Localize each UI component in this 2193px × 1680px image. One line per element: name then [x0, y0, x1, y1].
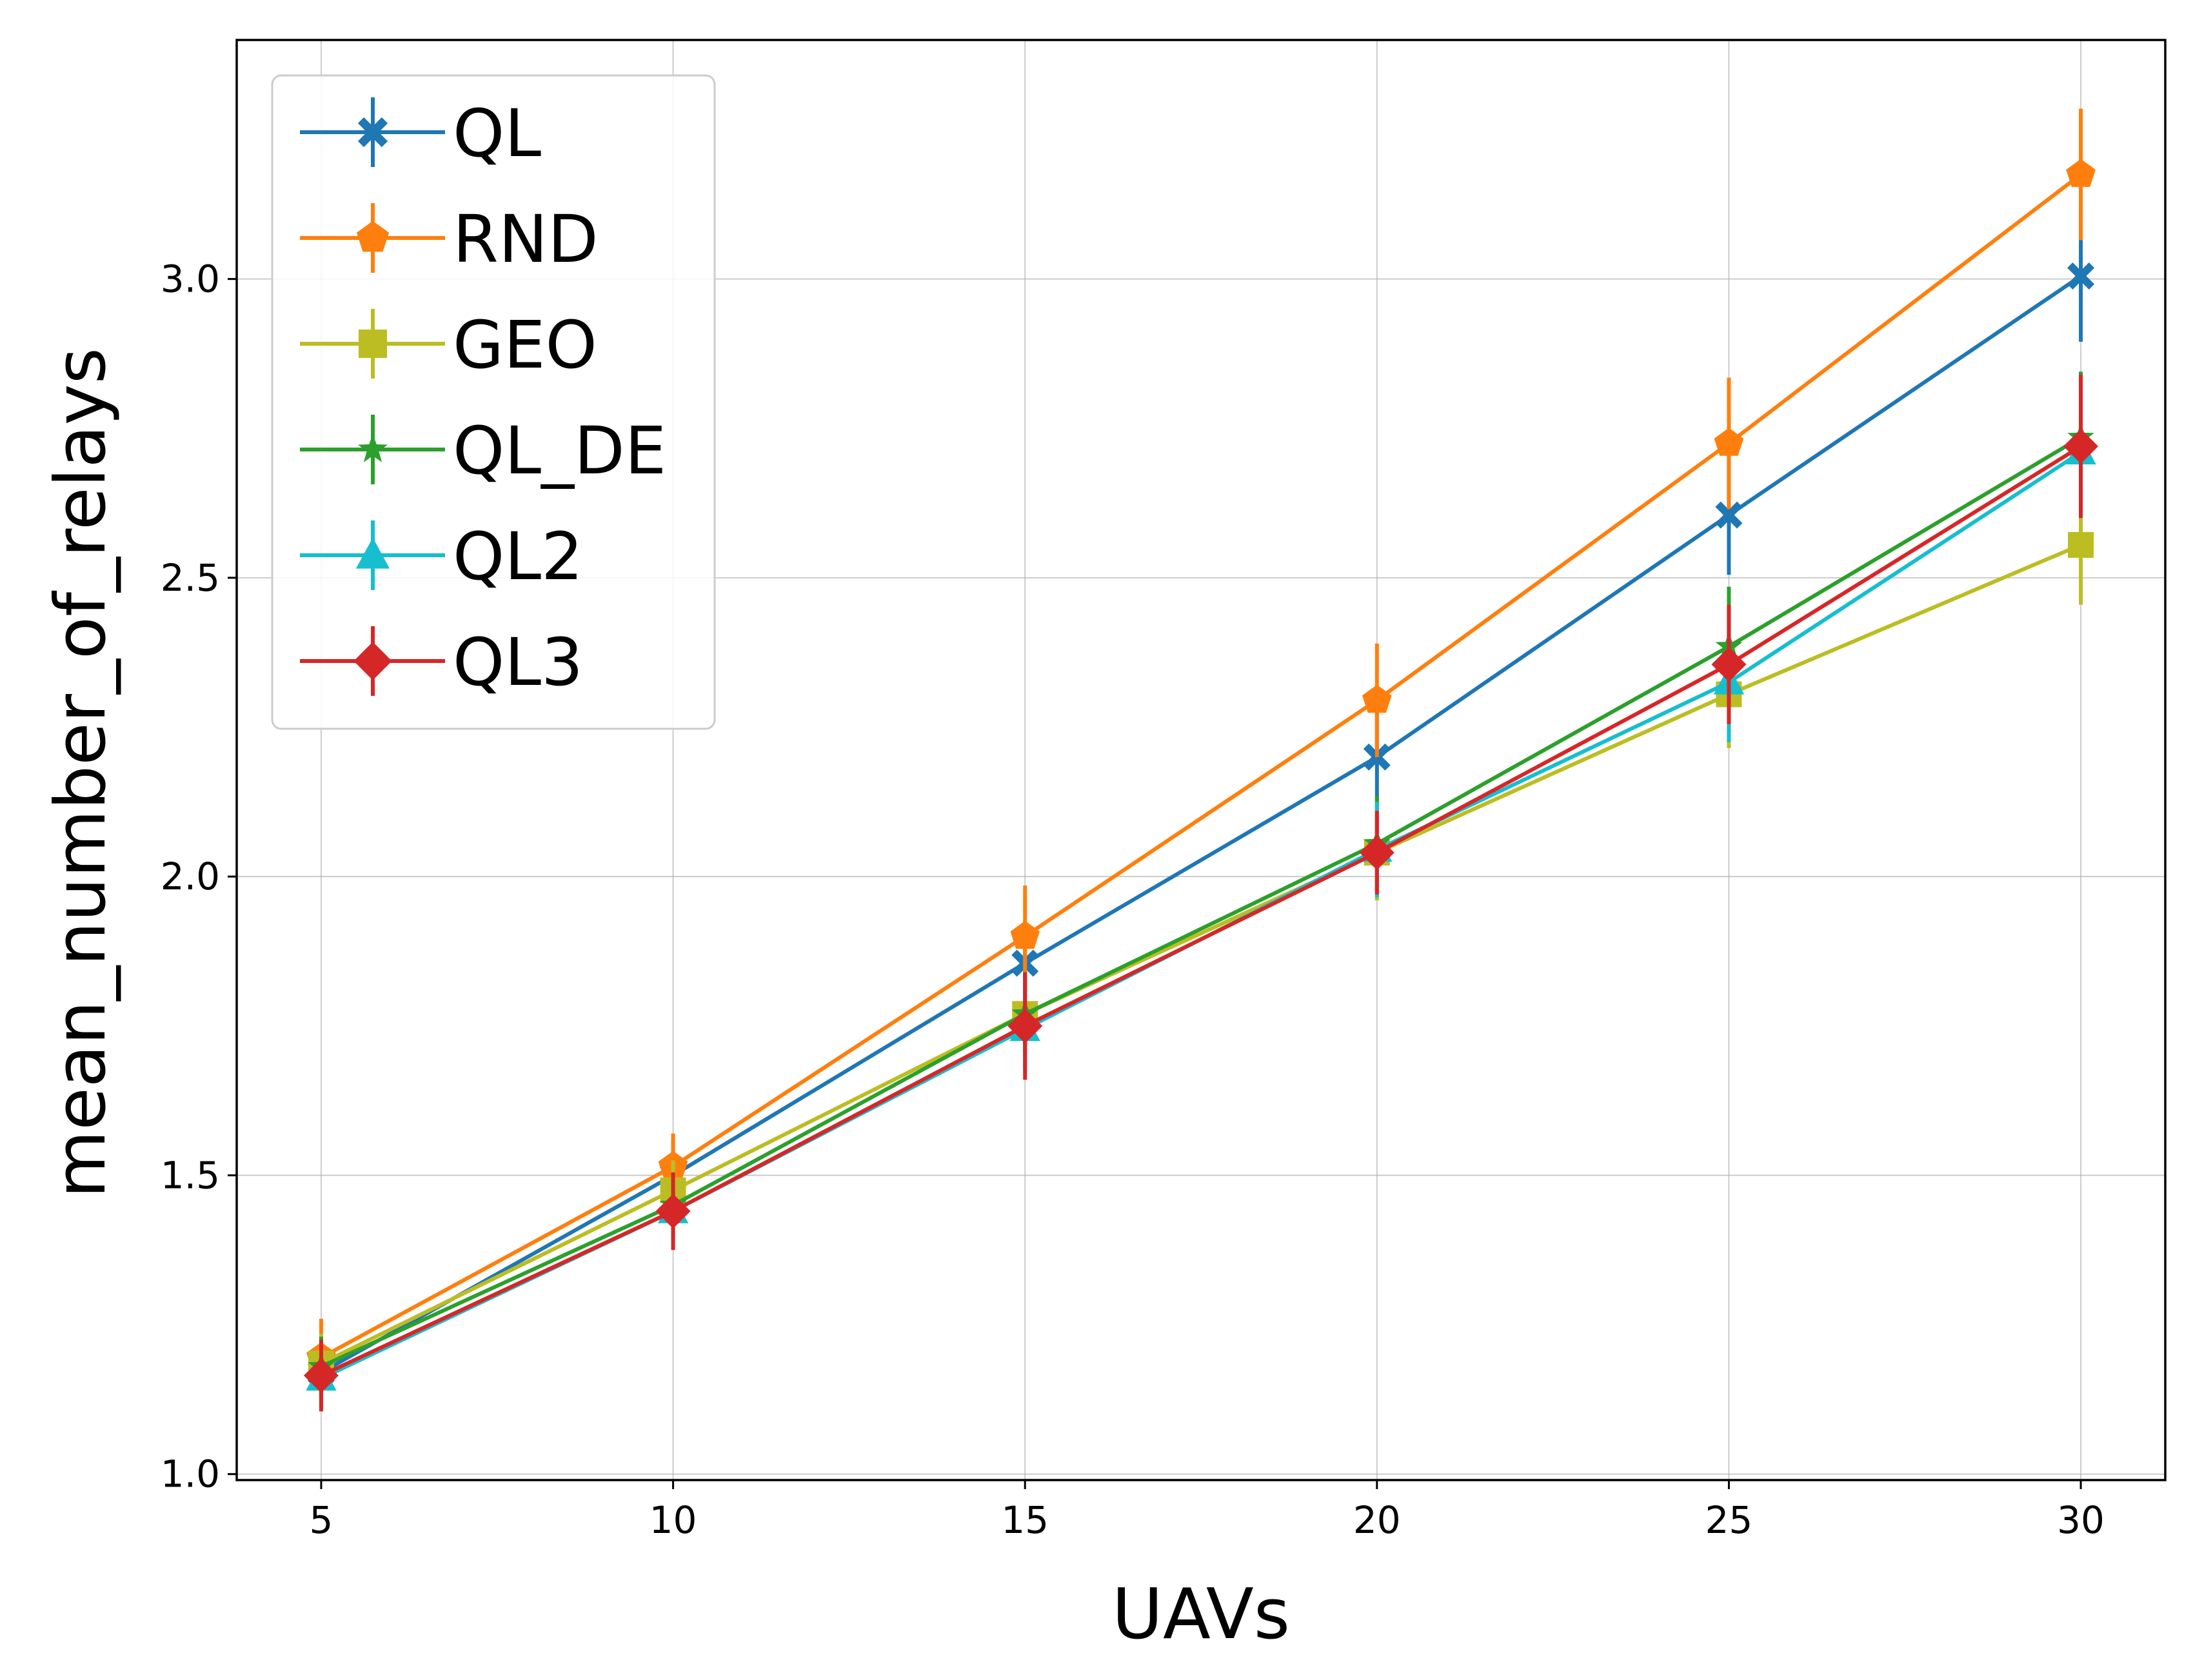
series-QL3: [303, 374, 2099, 1412]
x-tick-label: 10: [650, 1498, 697, 1542]
y-tick-label: 1.5: [161, 1153, 220, 1197]
series-line: [320, 173, 2082, 1359]
x-tick-label: 5: [309, 1498, 333, 1542]
x-tick-label: 30: [2057, 1498, 2105, 1542]
legend-item-QL2: QL2: [300, 519, 583, 595]
legend-label: QL3: [453, 624, 583, 701]
marker-x: [2067, 262, 2095, 290]
plot-frame: [235, 39, 2167, 1481]
marker-square: [2068, 531, 2094, 558]
y-tick-label: 1.0: [161, 1452, 220, 1496]
marker-diamond: [1007, 1008, 1043, 1043]
x-tick-label: 20: [1353, 1498, 1401, 1542]
legend: QL RND GEO QL_DE QL2 QL3: [271, 74, 716, 730]
x-tick-label: 25: [1705, 1498, 1753, 1542]
legend-item-QL3: QL3: [300, 624, 583, 701]
marker-diamond: [1359, 835, 1394, 871]
marker-diamond: [303, 1358, 339, 1393]
legend-label: QL2: [453, 519, 583, 595]
marker-x: [1363, 743, 1391, 771]
y-tick-label: 2.0: [161, 855, 220, 898]
marker-diamond: [2063, 429, 2099, 464]
series-line: [320, 274, 2082, 1374]
series-layer: [303, 108, 2099, 1412]
x-axis-title: UAVs: [1112, 1574, 1290, 1655]
y-axis-title: mean_number_of_relays: [41, 348, 121, 1198]
legend-label: QL_DE: [453, 413, 666, 489]
series-line: [320, 444, 2082, 1378]
legend-item-QL: QL: [300, 95, 541, 172]
legend-label: RND: [453, 201, 599, 278]
marker-x: [357, 117, 388, 148]
marker-diamond: [353, 642, 392, 680]
marker-triangle: [355, 537, 390, 569]
marker-pentagon: [1714, 428, 1744, 456]
legend-item-RND: RND: [300, 201, 599, 278]
marker-star: [358, 433, 388, 462]
marker-square: [359, 330, 387, 358]
marker-pentagon: [1362, 684, 1392, 713]
y-tick-label: 2.5: [161, 556, 220, 600]
legend-label: QL: [453, 95, 541, 172]
marker-pentagon: [2066, 159, 2096, 187]
legend-label: GEO: [453, 307, 597, 384]
marker-pentagon: [356, 221, 390, 252]
legend-item-QL_DE: QL_DE: [300, 413, 666, 489]
marker-diamond: [655, 1194, 691, 1229]
legend-item-GEO: GEO: [300, 307, 597, 384]
y-tick-label: 3.0: [161, 257, 220, 301]
series-RND: [306, 108, 2096, 1397]
marker-pentagon: [1010, 920, 1040, 949]
marker-diamond: [1711, 647, 1747, 682]
x-tick-label: 15: [1001, 1498, 1049, 1542]
series-line: [320, 435, 2082, 1369]
marker-x: [1715, 501, 1743, 529]
axis-ticks: 5 10 15 20 25 30 1.0 1.5 2.0 2.5 3.0: [161, 257, 2105, 1542]
series-line: [320, 543, 2082, 1365]
